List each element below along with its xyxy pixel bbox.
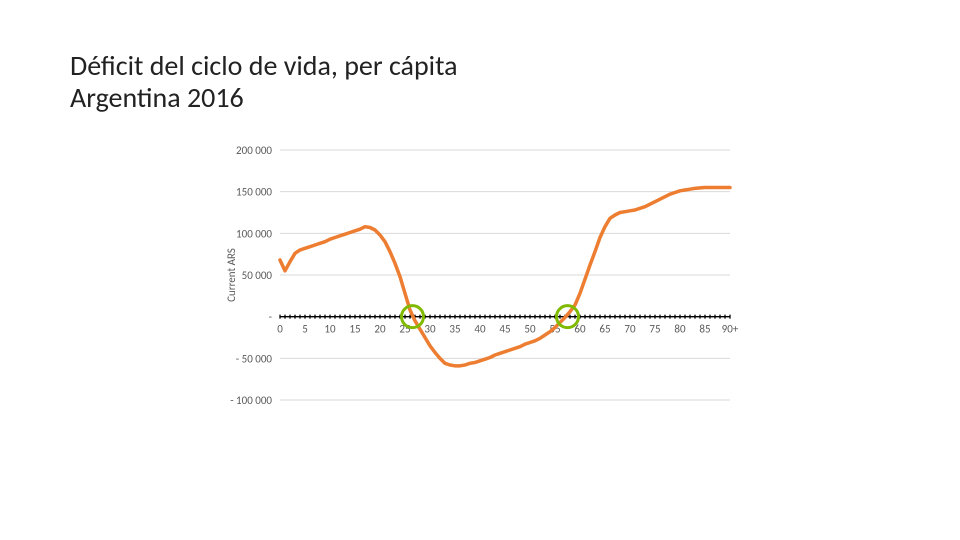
x-tick-label: 30: [424, 323, 436, 336]
x-tick-label: 15: [349, 323, 360, 336]
y-tick-label: - 100 000: [230, 394, 272, 407]
lifecycle-deficit-chart: 200 000 150 000 100 000 50 000 - - 50 000 - 10…: [220, 140, 740, 500]
x-tick-label: 50: [524, 323, 536, 336]
y-tick-label: 50 000: [242, 269, 273, 282]
x-tick-label: 70: [624, 323, 636, 336]
y-tick-label: - 50 000: [236, 352, 273, 365]
x-tick-label: 10: [324, 323, 336, 336]
x-tick-label: 5: [302, 323, 308, 336]
x-tick-label: 0: [277, 323, 283, 336]
title-line-2: Argentina 2016: [70, 80, 244, 115]
title-line-1: Déficit del ciclo de vida, per cápita: [70, 48, 458, 83]
y-axis-label: Current ARS: [225, 248, 238, 302]
x-tick-label: 75: [649, 323, 660, 336]
x-tick-label: 85: [699, 323, 710, 336]
x-tick-label: 40: [474, 323, 486, 336]
y-tick-label: -: [269, 311, 272, 324]
y-tick-label: 200 000: [236, 144, 272, 157]
x-tick-label: 80: [674, 323, 686, 336]
x-tick-label: 65: [599, 323, 610, 336]
slide-title: Déficit del ciclo de vida, per cápita Ar…: [70, 50, 458, 114]
x-tick-label: 45: [499, 323, 510, 336]
y-tick-label: 150 000: [236, 186, 272, 199]
deficit-line: [280, 188, 730, 366]
x-tick-label: 20: [374, 323, 386, 336]
y-tick-label: 100 000: [236, 227, 272, 240]
x-tick-label: 90+: [722, 323, 739, 336]
x-tick-label: 35: [449, 323, 460, 336]
